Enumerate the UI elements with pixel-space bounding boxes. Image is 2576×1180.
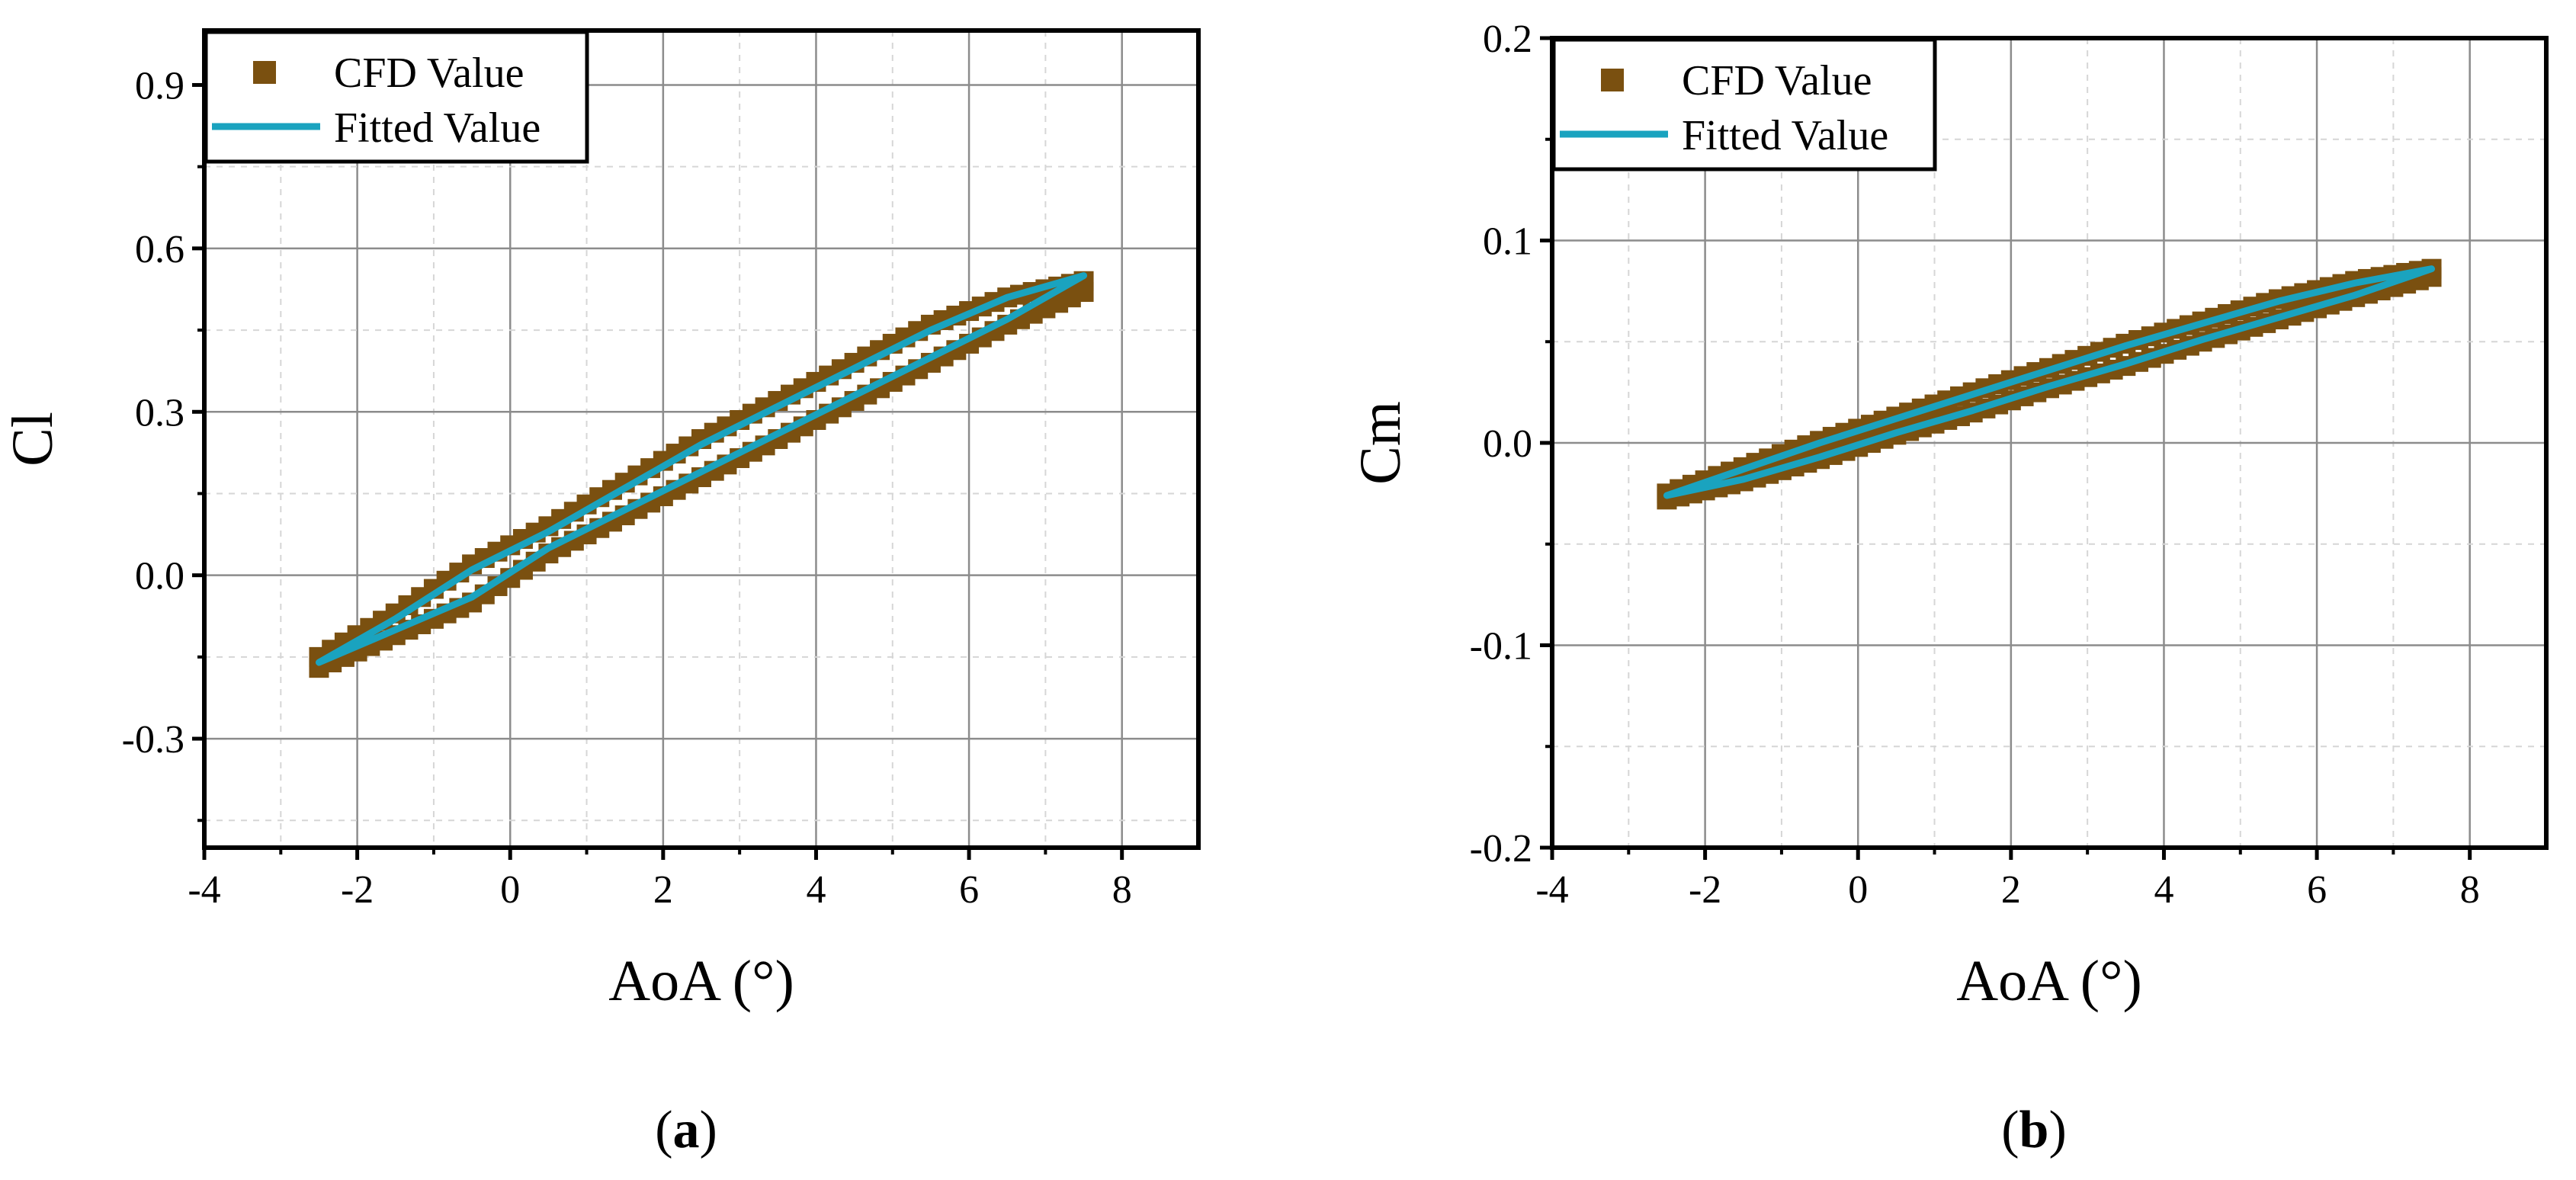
legend-box-b — [1551, 37, 1937, 172]
legend-label-cfd-a: CFD Value — [334, 50, 524, 97]
legend-marker-cfd-b — [1601, 69, 1624, 91]
x-axis-title-b: AoA (°) — [1956, 949, 2142, 1013]
y-tick-label-b: -0.2 — [1470, 827, 1532, 871]
y-tick-label-b: 0.2 — [1483, 18, 1532, 61]
legend-box-a — [204, 30, 589, 164]
x-tick-label-a: 2 — [653, 868, 673, 912]
legend-marker-cfd-a — [253, 61, 276, 84]
y-tick-label-b: 0.0 — [1483, 422, 1532, 466]
chart-panel-b: -4 -2 0 2 4 6 8 -0.2 -0.1 0.0 0.1 0.2 AoA (°) Cm CF… — [1349, 18, 2549, 1159]
x-tick-label-b: 0 — [1848, 868, 1868, 912]
ticks-b: -4 -2 0 2 4 6 8 -0.2 -0.1 0.0 0.1 0.2 — [1470, 18, 2480, 912]
x-tick-label-b: 4 — [2154, 868, 2173, 912]
panel-label-b: b — [2019, 1101, 2049, 1159]
legend-label-fitted-a: Fitted Value — [334, 104, 541, 152]
cfd-marker-lower-a — [1073, 282, 1094, 303]
x-tick-label-b: -2 — [1689, 868, 1721, 912]
panel-caption-b: (b) — [2001, 1101, 2067, 1159]
series-b — [1657, 258, 2442, 510]
legend-a: CFD Value Fitted Value — [204, 30, 589, 164]
x-tick-label-a: 8 — [1112, 868, 1132, 912]
panel-caption-a: (a) — [655, 1101, 717, 1159]
x-axis-title-a: AoA (°) — [608, 949, 794, 1013]
chart-panel-a: -4 -2 0 2 4 6 8 -0.3 0.0 0.3 0.6 0.9 AoA (°) Cl CFD… — [1, 28, 1201, 1159]
x-tick-label-b: 2 — [2001, 868, 2021, 912]
fitted-line-b — [1663, 265, 2436, 499]
y-tick-label-b: -0.1 — [1470, 625, 1532, 669]
y-tick-label-a: 0.3 — [135, 391, 184, 434]
legend-b: CFD Value Fitted Value — [1551, 37, 1937, 172]
x-tick-label-b: 8 — [2460, 868, 2480, 912]
y-tick-label-a: -0.3 — [122, 718, 184, 762]
legend-label-cfd-b: CFD Value — [1682, 57, 1872, 104]
y-axis-title-b: Cm — [1349, 401, 1413, 485]
x-tick-label-a: 4 — [806, 868, 826, 912]
y-tick-label-a: 0.0 — [135, 555, 184, 598]
y-tick-label-b: 0.1 — [1483, 220, 1532, 264]
panel-label-a: a — [673, 1101, 700, 1159]
x-tick-label-b: -4 — [1535, 868, 1568, 912]
x-tick-label-a: 0 — [500, 868, 520, 912]
ticks-a: -4 -2 0 2 4 6 8 -0.3 0.0 0.3 0.6 0.9 — [122, 64, 1132, 912]
x-tick-label-b: 6 — [2307, 868, 2327, 912]
series-a — [309, 271, 1094, 678]
y-tick-label-a: 0.6 — [135, 228, 184, 271]
plot-frame-a — [202, 28, 1201, 850]
fitted-line-a — [315, 272, 1088, 666]
legend-label-fitted-b: Fitted Value — [1682, 112, 1888, 159]
y-axis-title-a: Cl — [1, 412, 65, 467]
x-tick-label-a: -2 — [341, 868, 374, 912]
x-tick-label-a: 6 — [959, 868, 979, 912]
y-tick-label-a: 0.9 — [135, 64, 184, 107]
x-tick-label-a: -4 — [188, 868, 220, 912]
